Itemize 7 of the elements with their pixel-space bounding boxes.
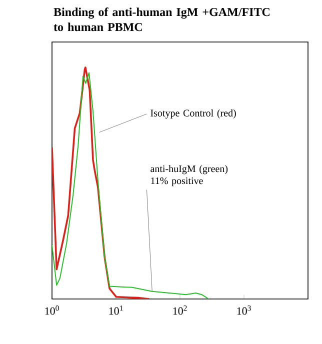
x-tick-label: 10$^{0}$ bbox=[45, 306, 59, 315]
annotation: anti-huIgM (green) 11% positive bbox=[150, 165, 228, 186]
x-tick-label: 10$^{1}$ bbox=[109, 306, 123, 315]
x-tick-label: 10$^{2}$ bbox=[173, 306, 187, 315]
chart-title: Binding of anti-human IgM +GAM/FITC to human PBMC bbox=[54, 8, 270, 32]
annotation: Isotype Control (red) bbox=[150, 109, 236, 119]
x-tick-label: 10$^{3}$ bbox=[237, 306, 251, 315]
